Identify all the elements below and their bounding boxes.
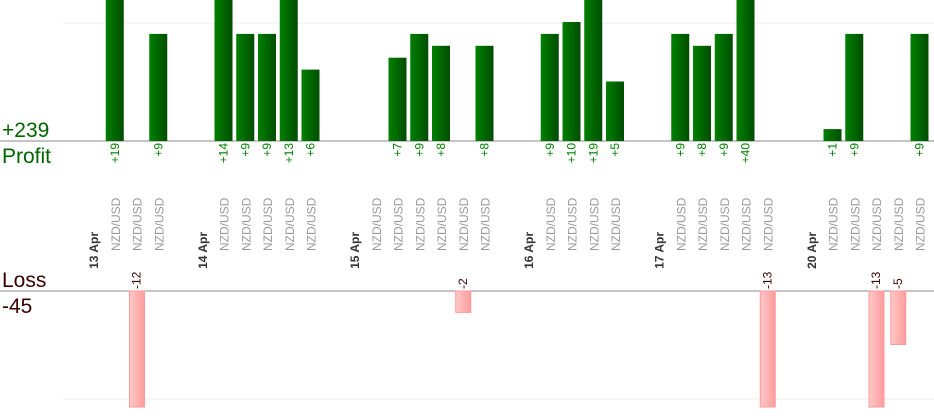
profit-value-label: +40 xyxy=(739,143,753,164)
profit-bar xyxy=(301,69,320,141)
profit-value-label: +6 xyxy=(304,143,318,157)
profit-bar xyxy=(845,33,864,141)
loss-bar xyxy=(129,290,145,408)
profit-value-label: +8 xyxy=(434,143,448,157)
profit-value-label: +8 xyxy=(478,143,492,157)
profit-bar xyxy=(279,0,298,141)
pair-label: NZD/USD xyxy=(696,197,710,251)
profit-value-label: +9 xyxy=(260,143,274,157)
loss-label: Loss xyxy=(2,269,47,292)
profit-bar xyxy=(562,22,581,141)
profit-bar xyxy=(910,33,929,141)
profit-value-label: +9 xyxy=(717,143,731,157)
profit-bar xyxy=(105,0,124,141)
profit-bar xyxy=(714,33,733,141)
profit-value-label: +9 xyxy=(412,143,426,157)
loss-value-label: -5 xyxy=(891,278,905,289)
date-label: 15 Apr xyxy=(348,232,362,269)
profit-bar xyxy=(149,33,168,141)
pair-label: NZD/USD xyxy=(761,197,775,251)
profit-value-label: +13 xyxy=(282,143,296,164)
profit-bar xyxy=(823,129,842,141)
profit-value-label: +10 xyxy=(565,143,579,164)
pair-label: NZD/USD xyxy=(218,197,232,251)
profit-total: +239 xyxy=(2,119,50,142)
pair-label: NZD/USD xyxy=(827,197,841,251)
pair-label: NZD/USD xyxy=(305,197,319,251)
loss-bar xyxy=(759,290,776,408)
pair-label: NZD/USD xyxy=(261,197,275,251)
pair-label: NZD/USD xyxy=(566,197,580,251)
loss-value-label: -13 xyxy=(760,271,774,289)
date-label: 20 Apr xyxy=(805,232,819,269)
profit-bar xyxy=(736,0,755,141)
pair-label: NZD/USD xyxy=(544,197,558,251)
pair-label: NZD/USD xyxy=(848,197,862,251)
pair-label: NZD/USD xyxy=(587,197,601,251)
loss-value-label: -2 xyxy=(456,278,470,289)
profit-value-label: +9 xyxy=(673,143,687,157)
profit-value-label: +8 xyxy=(695,143,709,157)
loss-bar xyxy=(890,290,907,345)
pair-label: NZD/USD xyxy=(283,197,297,251)
date-label: 16 Apr xyxy=(522,232,536,269)
profit-bar xyxy=(258,33,276,141)
profit-value-label: +14 xyxy=(217,143,231,164)
pair-label: NZD/USD xyxy=(392,197,406,251)
pair-label: NZD/USD xyxy=(457,197,471,251)
profit-value-label: +5 xyxy=(608,143,622,157)
pair-label: NZD/USD xyxy=(370,197,384,251)
profit-bar xyxy=(540,33,559,141)
loss-value-label: -13 xyxy=(869,271,883,289)
pair-label: NZD/USD xyxy=(239,197,253,251)
date-label: 14 Apr xyxy=(196,232,210,269)
pair-label: NZD/USD xyxy=(740,197,754,251)
pair-label: NZD/USD xyxy=(109,197,123,251)
pair-label: NZD/USD xyxy=(914,197,928,251)
profit-bar xyxy=(214,0,233,141)
pair-label: NZD/USD xyxy=(718,197,732,251)
pair-label: NZD/USD xyxy=(435,197,449,251)
profit-bar xyxy=(432,45,450,141)
loss-bar xyxy=(455,290,472,313)
profit-value-label: +19 xyxy=(586,143,600,164)
pair-label: NZD/USD xyxy=(131,197,145,251)
profit-bar xyxy=(693,45,711,141)
profit-bar xyxy=(475,45,494,141)
loss-value-label: -12 xyxy=(130,271,144,289)
profit-value-label: +19 xyxy=(108,143,122,164)
pair-label: NZD/USD xyxy=(609,197,623,251)
profit-value-label: +9 xyxy=(151,143,165,157)
loss-bar xyxy=(868,290,885,408)
pair-label: NZD/USD xyxy=(674,197,688,251)
profit-value-label: +7 xyxy=(391,143,405,157)
profit-value-label: +9 xyxy=(913,143,927,157)
profit-bar xyxy=(584,0,603,141)
profit-label: Profit xyxy=(2,145,52,168)
profit-value-label: +9 xyxy=(543,143,557,157)
profit-bar xyxy=(606,81,624,141)
pair-label: NZD/USD xyxy=(479,197,493,251)
profit-bar xyxy=(671,33,690,141)
profit-bar xyxy=(236,33,255,141)
pair-label: NZD/USD xyxy=(152,197,166,251)
pair-label: NZD/USD xyxy=(413,197,427,251)
date-label: 13 Apr xyxy=(87,232,101,269)
loss-total: -45 xyxy=(2,295,33,318)
date-label: 17 Apr xyxy=(653,232,667,269)
profit-value-label: +1 xyxy=(826,143,840,157)
profit-bar xyxy=(410,33,429,141)
profit-value-label: +9 xyxy=(847,143,861,157)
profit-bar xyxy=(388,57,407,142)
pair-label: NZD/USD xyxy=(870,197,884,251)
pair-label: NZD/USD xyxy=(892,197,906,251)
profit-value-label: +9 xyxy=(238,143,252,157)
